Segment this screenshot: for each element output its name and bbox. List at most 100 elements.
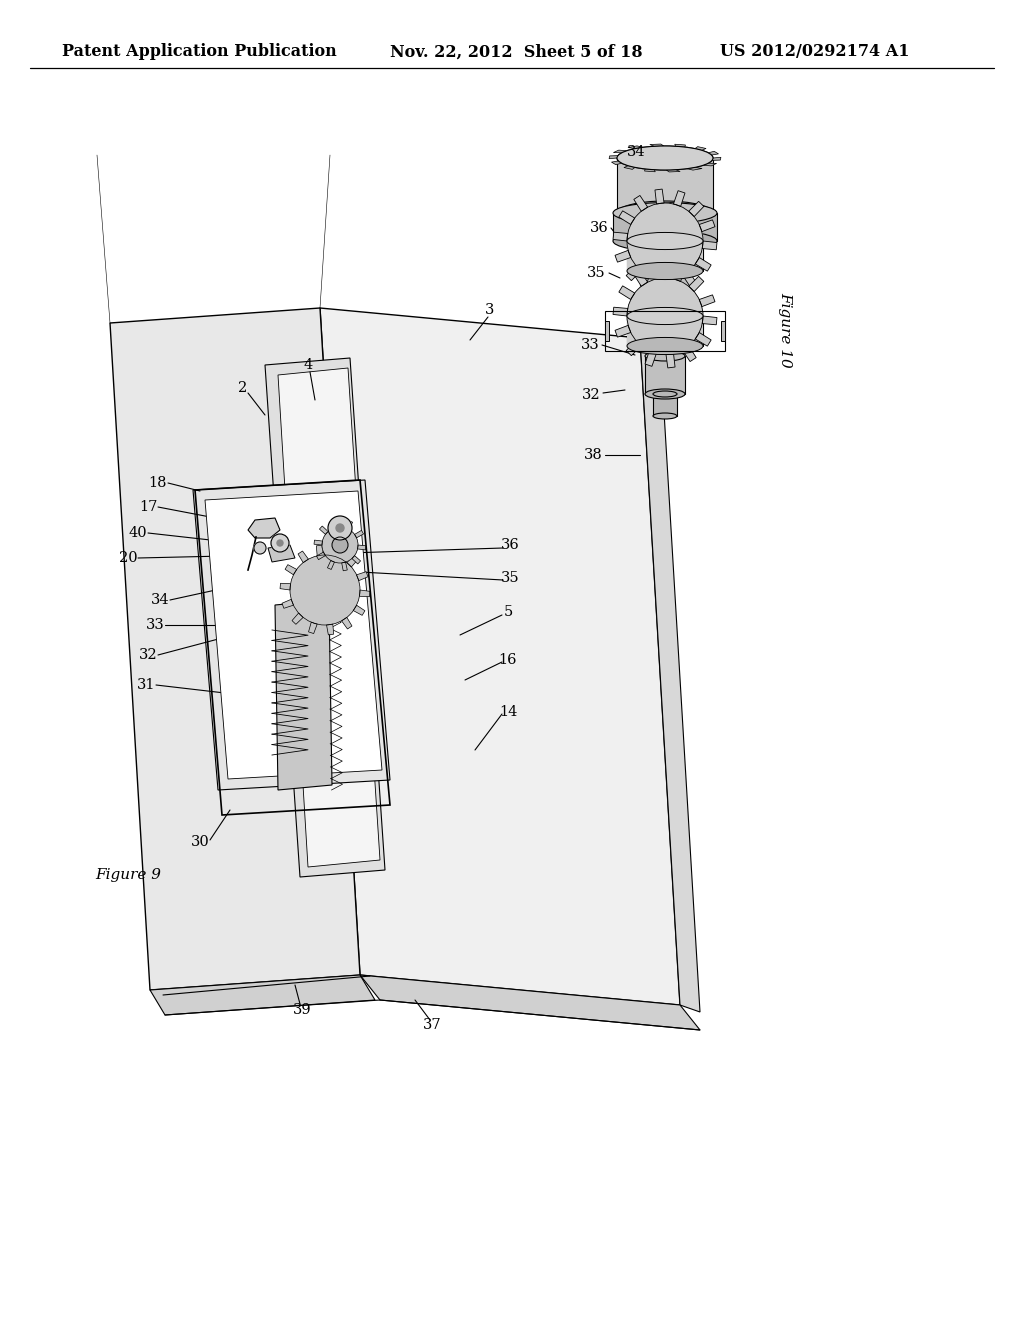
Polygon shape bbox=[699, 294, 715, 306]
Circle shape bbox=[336, 524, 344, 532]
Text: 34: 34 bbox=[627, 145, 645, 158]
Polygon shape bbox=[674, 265, 685, 281]
Text: 36: 36 bbox=[590, 220, 608, 235]
Polygon shape bbox=[280, 583, 291, 590]
Polygon shape bbox=[333, 546, 341, 558]
Text: 20: 20 bbox=[119, 550, 137, 565]
Text: 32: 32 bbox=[582, 388, 600, 403]
Polygon shape bbox=[689, 276, 703, 292]
Text: Figure 10: Figure 10 bbox=[778, 292, 792, 368]
Circle shape bbox=[271, 535, 289, 552]
Circle shape bbox=[328, 516, 352, 540]
Polygon shape bbox=[702, 315, 717, 325]
Polygon shape bbox=[702, 242, 717, 249]
Polygon shape bbox=[359, 590, 370, 597]
Polygon shape bbox=[674, 190, 685, 206]
Text: Nov. 22, 2012  Sheet 5 of 18: Nov. 22, 2012 Sheet 5 of 18 bbox=[390, 44, 643, 61]
Polygon shape bbox=[618, 286, 635, 300]
Polygon shape bbox=[347, 556, 358, 568]
Polygon shape bbox=[699, 220, 715, 231]
Text: 3: 3 bbox=[485, 304, 495, 317]
Polygon shape bbox=[650, 144, 664, 147]
Ellipse shape bbox=[617, 147, 713, 170]
Bar bbox=[721, 321, 725, 341]
Text: 31: 31 bbox=[137, 678, 156, 692]
Polygon shape bbox=[626, 265, 641, 281]
Text: 16: 16 bbox=[499, 653, 517, 667]
Polygon shape bbox=[292, 612, 303, 624]
Polygon shape bbox=[275, 601, 332, 789]
Polygon shape bbox=[353, 605, 365, 615]
Polygon shape bbox=[150, 975, 375, 1015]
Polygon shape bbox=[666, 279, 675, 293]
Polygon shape bbox=[687, 168, 702, 170]
Circle shape bbox=[290, 554, 360, 624]
Polygon shape bbox=[352, 556, 360, 564]
Bar bbox=[645, 356, 685, 393]
Text: 33: 33 bbox=[581, 338, 599, 352]
Polygon shape bbox=[712, 157, 721, 161]
Text: 5: 5 bbox=[504, 605, 513, 619]
Polygon shape bbox=[624, 166, 635, 169]
Polygon shape bbox=[342, 562, 347, 570]
Circle shape bbox=[332, 537, 348, 553]
Circle shape bbox=[322, 527, 358, 564]
Ellipse shape bbox=[645, 389, 685, 399]
Ellipse shape bbox=[653, 391, 677, 397]
Ellipse shape bbox=[617, 147, 713, 170]
Bar bbox=[613, 213, 717, 242]
Polygon shape bbox=[645, 351, 656, 367]
Text: 38: 38 bbox=[584, 447, 602, 462]
Text: 34: 34 bbox=[151, 593, 169, 607]
Polygon shape bbox=[682, 346, 696, 362]
Ellipse shape bbox=[613, 231, 717, 251]
Polygon shape bbox=[655, 264, 665, 279]
Text: Figure 9: Figure 9 bbox=[95, 869, 161, 882]
Text: 37: 37 bbox=[423, 1018, 441, 1032]
Bar bbox=[627, 315, 703, 346]
Polygon shape bbox=[298, 550, 308, 562]
Polygon shape bbox=[354, 531, 364, 537]
Text: 33: 33 bbox=[145, 618, 165, 632]
Polygon shape bbox=[615, 325, 631, 337]
Text: 18: 18 bbox=[148, 477, 167, 490]
Polygon shape bbox=[248, 517, 280, 539]
Polygon shape bbox=[675, 144, 685, 147]
Polygon shape bbox=[268, 545, 295, 562]
Text: 17: 17 bbox=[139, 500, 158, 513]
Polygon shape bbox=[193, 480, 390, 789]
Polygon shape bbox=[613, 308, 628, 315]
Circle shape bbox=[278, 540, 283, 546]
Polygon shape bbox=[327, 624, 334, 635]
Bar bbox=[617, 158, 713, 213]
Polygon shape bbox=[319, 308, 680, 1005]
Polygon shape bbox=[666, 352, 675, 368]
Ellipse shape bbox=[627, 338, 703, 355]
Circle shape bbox=[254, 543, 266, 554]
Polygon shape bbox=[278, 368, 380, 867]
Text: 32: 32 bbox=[138, 648, 158, 663]
Text: 4: 4 bbox=[303, 358, 312, 372]
Polygon shape bbox=[709, 152, 719, 154]
Text: 39: 39 bbox=[293, 1003, 311, 1016]
Ellipse shape bbox=[627, 263, 703, 280]
Polygon shape bbox=[285, 565, 297, 574]
Polygon shape bbox=[645, 276, 656, 292]
Ellipse shape bbox=[627, 308, 703, 325]
Polygon shape bbox=[628, 147, 643, 149]
Text: 14: 14 bbox=[499, 705, 517, 719]
Text: 35: 35 bbox=[587, 267, 605, 280]
Bar bbox=[605, 321, 609, 341]
Polygon shape bbox=[328, 561, 335, 569]
Polygon shape bbox=[634, 271, 648, 286]
Ellipse shape bbox=[613, 202, 717, 223]
Polygon shape bbox=[205, 491, 382, 779]
Polygon shape bbox=[695, 333, 711, 346]
Polygon shape bbox=[308, 622, 317, 634]
Polygon shape bbox=[703, 164, 717, 166]
Polygon shape bbox=[695, 147, 707, 150]
Ellipse shape bbox=[653, 413, 677, 418]
Ellipse shape bbox=[640, 265, 690, 277]
Text: 40: 40 bbox=[129, 525, 147, 540]
Polygon shape bbox=[655, 189, 665, 205]
